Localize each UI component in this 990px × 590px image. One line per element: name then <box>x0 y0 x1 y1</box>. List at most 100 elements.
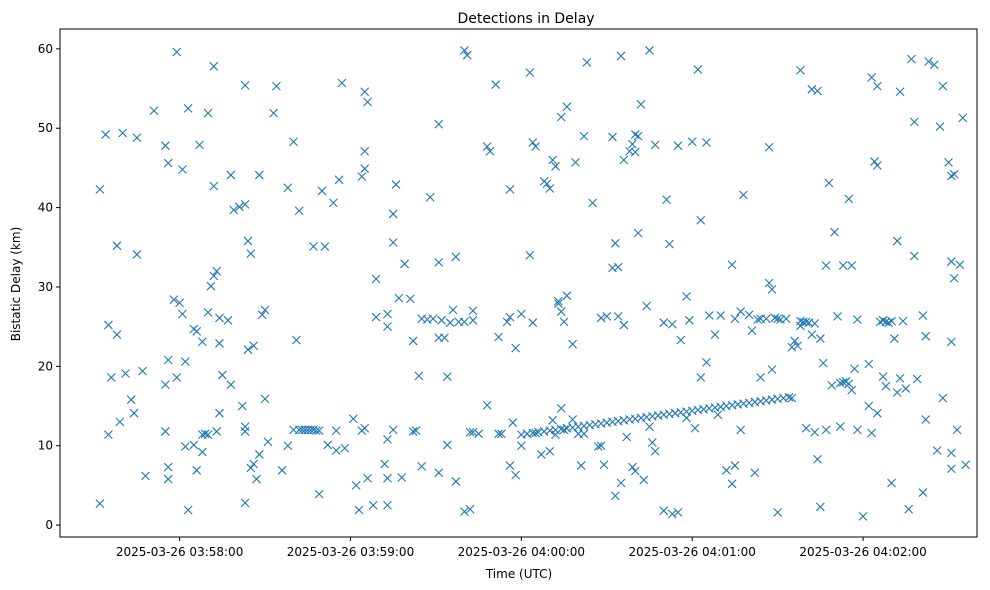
data-point <box>576 461 586 470</box>
data-point <box>380 459 390 469</box>
data-point <box>562 291 572 301</box>
data-point <box>243 345 253 355</box>
data-point <box>434 468 444 478</box>
data-point <box>240 422 250 432</box>
data-point <box>608 132 617 142</box>
data-point <box>163 474 173 484</box>
data-point <box>169 295 179 305</box>
data-point <box>397 473 407 482</box>
data-point <box>203 307 213 317</box>
data-point <box>645 46 654 55</box>
data-point <box>702 138 711 147</box>
data-point <box>163 355 173 365</box>
data-point <box>946 171 956 181</box>
data-point <box>528 138 538 147</box>
data-point <box>388 238 398 247</box>
data-point <box>616 51 626 61</box>
data-point <box>536 450 546 459</box>
data-point <box>921 415 931 424</box>
data-point <box>853 425 862 435</box>
data-point <box>702 357 711 367</box>
data-point <box>764 278 774 288</box>
data-point <box>283 183 293 193</box>
data-point <box>525 250 535 260</box>
data-point <box>650 140 660 150</box>
data-point <box>289 137 298 147</box>
data-point <box>223 315 233 325</box>
data-point <box>548 415 558 425</box>
data-point <box>579 131 589 141</box>
data-point <box>633 131 643 141</box>
data-point <box>200 429 210 439</box>
data-point <box>630 130 640 139</box>
data-point <box>460 317 469 327</box>
data-point <box>918 488 928 497</box>
data-point <box>588 198 597 208</box>
data-point <box>132 250 142 259</box>
data-point <box>781 314 791 324</box>
data-point <box>870 157 879 166</box>
data-point <box>824 178 834 188</box>
data-point <box>505 461 515 470</box>
data-point <box>474 429 484 439</box>
data-point <box>428 314 438 324</box>
x-tick-label: 2025-03-26 04:01:00 <box>628 545 755 559</box>
data-point <box>180 357 190 366</box>
data-point <box>682 413 691 423</box>
data-point <box>807 330 817 339</box>
data-point <box>391 180 401 189</box>
data-point <box>357 172 367 182</box>
data-point <box>226 380 236 389</box>
data-point <box>815 502 825 512</box>
data-point <box>813 454 822 464</box>
data-point <box>872 81 882 91</box>
data-point <box>254 170 264 180</box>
y-tick-label: 30 <box>38 280 53 294</box>
data-point <box>482 400 492 410</box>
data-point <box>400 259 409 269</box>
data-point <box>317 186 327 196</box>
data-point <box>787 342 797 352</box>
data-point <box>830 227 839 237</box>
data-point <box>505 184 515 194</box>
data-point <box>192 327 202 336</box>
data-point <box>838 377 848 387</box>
data-point <box>835 422 845 432</box>
data-point <box>101 130 110 139</box>
data-point <box>693 65 703 74</box>
data-point <box>796 65 805 75</box>
data-point <box>944 157 953 167</box>
data-point <box>912 374 922 384</box>
data-point <box>468 315 478 325</box>
data-point <box>106 373 116 382</box>
data-point <box>388 209 398 219</box>
data-point <box>351 481 361 490</box>
data-point <box>764 142 774 152</box>
data-point <box>189 440 199 450</box>
data-point <box>844 379 854 389</box>
data-point <box>511 343 521 353</box>
data-point <box>676 335 686 345</box>
data-point <box>921 331 931 341</box>
data-point <box>747 326 757 336</box>
data-point <box>160 380 170 389</box>
data-point <box>551 161 560 171</box>
data-point <box>815 334 825 343</box>
data-point <box>141 471 150 481</box>
data-point <box>320 242 330 251</box>
data-point <box>311 426 321 436</box>
data-point <box>696 373 706 382</box>
data-point <box>272 81 281 91</box>
data-point <box>95 184 105 194</box>
data-point <box>132 133 142 143</box>
data-point <box>650 446 660 456</box>
data-point <box>898 316 908 326</box>
data-point <box>821 261 831 270</box>
data-point <box>667 509 677 519</box>
data-point <box>240 498 250 508</box>
data-point <box>531 428 540 438</box>
data-point <box>716 311 726 320</box>
data-point <box>704 311 714 320</box>
data-point <box>730 314 740 324</box>
data-point <box>639 475 649 485</box>
